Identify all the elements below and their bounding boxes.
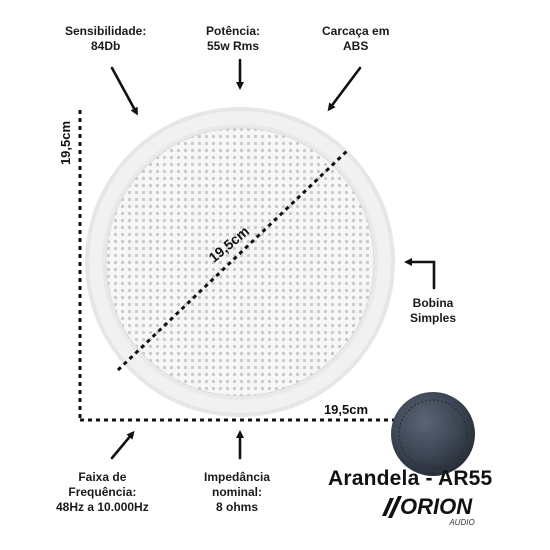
speaker-rear-detail: [398, 399, 468, 469]
speaker-grille: [106, 128, 374, 396]
label-carcaca: Carcaça em ABS: [322, 24, 390, 53]
speaker-rear-view: [391, 392, 475, 476]
label-sensibilidade: Sensibilidade: 84Db: [65, 24, 147, 53]
brand-logo: ORION AUDIO: [382, 494, 475, 527]
height-dimension-label: 19,5cm: [58, 121, 73, 165]
brand-sub: AUDIO: [448, 518, 474, 527]
label-potencia: Potência: 55w Rms: [206, 24, 261, 53]
label-bobina: Bobina Simples: [410, 296, 457, 325]
arrow-carcaca: [327, 66, 362, 112]
label-impedancia: Impedância nominal: 8 ohms: [204, 470, 271, 514]
callout-arrows: [110, 58, 436, 460]
dimension-lines: [78, 110, 395, 422]
brand-name: ORION: [400, 494, 473, 519]
arrow-sensibilidade: [110, 66, 138, 116]
label-faixa: Faixa de Frequência: 48Hz a 10.000Hz: [56, 470, 149, 514]
orion-swoosh-icon: [382, 496, 402, 518]
arrow-bobina: [404, 258, 436, 290]
width-dimension-label: 19,5cm: [324, 402, 368, 417]
arrow-faixa: [110, 430, 135, 460]
diameter-dimension-line: [116, 148, 350, 372]
product-title: Arandela - AR55: [328, 467, 493, 490]
speaker-front: [85, 107, 395, 417]
speaker-rear: [391, 392, 475, 476]
